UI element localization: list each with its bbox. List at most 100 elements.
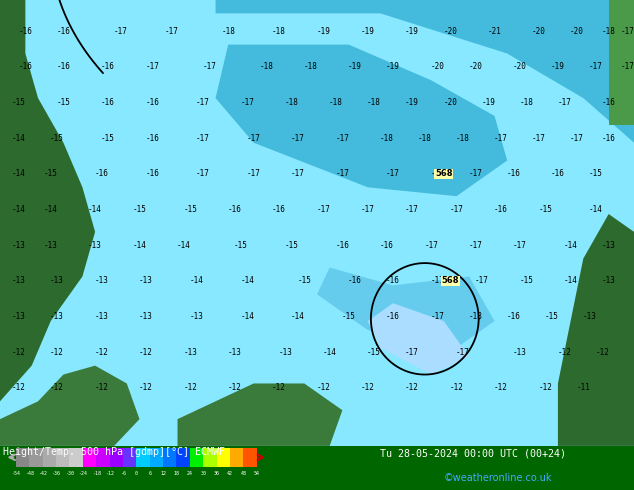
Text: -14: -14 <box>177 241 191 250</box>
Text: -14: -14 <box>589 205 603 214</box>
Text: -17: -17 <box>291 170 305 178</box>
Text: -12: -12 <box>50 384 64 392</box>
Text: -12: -12 <box>405 384 419 392</box>
Text: -14: -14 <box>12 205 26 214</box>
Text: -12: -12 <box>12 384 26 392</box>
Text: -13: -13 <box>583 312 597 321</box>
Text: -20: -20 <box>469 62 482 72</box>
Bar <box>123 448 136 467</box>
Text: -12: -12 <box>105 470 114 476</box>
Text: -17: -17 <box>621 62 634 72</box>
Text: -16: -16 <box>94 170 108 178</box>
Text: -14: -14 <box>44 205 58 214</box>
Text: -18: -18 <box>380 134 394 143</box>
Text: -17: -17 <box>405 348 419 357</box>
Polygon shape <box>0 0 634 446</box>
Text: -15: -15 <box>545 312 559 321</box>
Text: -16: -16 <box>507 170 521 178</box>
Text: -18: -18 <box>221 27 235 36</box>
Text: -12: -12 <box>94 384 108 392</box>
Text: -17: -17 <box>513 241 527 250</box>
Text: -16: -16 <box>18 27 32 36</box>
Text: -15: -15 <box>183 205 197 214</box>
Text: -13: -13 <box>44 241 58 250</box>
Text: -19: -19 <box>316 27 330 36</box>
Bar <box>42 448 56 467</box>
Text: -16: -16 <box>602 134 616 143</box>
Text: 30: 30 <box>200 470 206 476</box>
Bar <box>16 448 29 467</box>
Bar <box>176 448 190 467</box>
Text: -6: -6 <box>120 470 126 476</box>
Text: -17: -17 <box>405 205 419 214</box>
Text: -16: -16 <box>494 205 508 214</box>
Text: -12: -12 <box>538 384 552 392</box>
Text: ©weatheronline.co.uk: ©weatheronline.co.uk <box>444 473 552 483</box>
Text: -20: -20 <box>532 27 546 36</box>
Text: -18: -18 <box>92 470 101 476</box>
Text: -17: -17 <box>361 205 375 214</box>
Text: 6: 6 <box>148 470 151 476</box>
Bar <box>96 448 110 467</box>
Bar <box>29 448 42 467</box>
Text: -17: -17 <box>240 98 254 107</box>
Bar <box>204 448 217 467</box>
Text: -16: -16 <box>386 276 400 285</box>
Text: -15: -15 <box>285 241 299 250</box>
Text: -13: -13 <box>94 276 108 285</box>
Text: -12: -12 <box>361 384 375 392</box>
Text: -20: -20 <box>443 98 457 107</box>
Text: -17: -17 <box>335 170 349 178</box>
Text: 42: 42 <box>227 470 233 476</box>
Text: -15: -15 <box>133 205 146 214</box>
Text: -18: -18 <box>469 312 482 321</box>
Text: -42: -42 <box>38 470 47 476</box>
Text: -14: -14 <box>133 241 146 250</box>
Text: -13: -13 <box>12 276 26 285</box>
Text: -17: -17 <box>316 205 330 214</box>
Text: -12: -12 <box>228 384 242 392</box>
Polygon shape <box>216 0 634 143</box>
Text: -16: -16 <box>101 62 115 72</box>
Text: -13: -13 <box>602 276 616 285</box>
Polygon shape <box>368 303 469 374</box>
Text: -11: -11 <box>576 384 590 392</box>
Text: -16: -16 <box>101 98 115 107</box>
Text: -14: -14 <box>88 205 102 214</box>
Bar <box>56 448 69 467</box>
Text: -17: -17 <box>424 241 438 250</box>
Text: -13: -13 <box>228 348 242 357</box>
Text: -15: -15 <box>12 98 26 107</box>
Text: -13: -13 <box>139 276 153 285</box>
Text: -16: -16 <box>228 205 242 214</box>
Text: -18: -18 <box>259 62 273 72</box>
Text: -12: -12 <box>94 348 108 357</box>
Text: Tu 28-05-2024 00:00 UTC (00+24): Tu 28-05-2024 00:00 UTC (00+24) <box>380 448 566 458</box>
Text: -18: -18 <box>519 98 533 107</box>
Text: -19: -19 <box>405 27 419 36</box>
Text: -13: -13 <box>88 241 102 250</box>
Text: -13: -13 <box>94 312 108 321</box>
Text: 36: 36 <box>214 470 219 476</box>
Polygon shape <box>203 0 634 125</box>
Text: -17: -17 <box>469 170 482 178</box>
Text: -17: -17 <box>570 134 584 143</box>
Text: -15: -15 <box>234 241 248 250</box>
Text: -20: -20 <box>513 62 527 72</box>
Bar <box>83 448 96 467</box>
Text: -17: -17 <box>589 62 603 72</box>
Text: -16: -16 <box>18 62 32 72</box>
Bar <box>136 448 150 467</box>
Text: -12: -12 <box>450 384 463 392</box>
Text: -13: -13 <box>513 348 527 357</box>
Bar <box>110 448 123 467</box>
Text: -13: -13 <box>183 348 197 357</box>
Text: -17: -17 <box>202 62 216 72</box>
Text: -15: -15 <box>342 312 356 321</box>
Text: -17: -17 <box>450 205 463 214</box>
Text: -19: -19 <box>551 62 565 72</box>
Text: -18: -18 <box>329 98 343 107</box>
Text: -17: -17 <box>469 241 482 250</box>
Text: -14: -14 <box>240 312 254 321</box>
Text: -17: -17 <box>430 312 444 321</box>
